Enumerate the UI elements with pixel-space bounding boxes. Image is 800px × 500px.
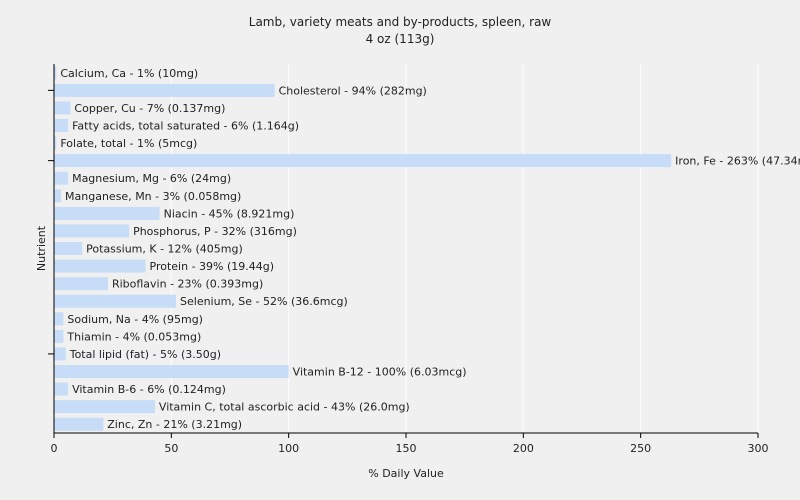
bar (54, 347, 66, 361)
bar-label: Magnesium, Mg - 6% (24mg) (72, 172, 231, 185)
bar (54, 417, 104, 431)
x-tick-label: 50 (164, 442, 178, 455)
bar (54, 83, 275, 97)
x-tick-label: 0 (51, 442, 58, 455)
x-tick-label: 200 (513, 442, 534, 455)
chart-title: Lamb, variety meats and by-products, spl… (248, 15, 552, 29)
bar (54, 242, 83, 255)
bar (54, 224, 130, 238)
bar-label: Protein - 39% (19.44g) (150, 260, 275, 273)
x-tick-label: 300 (748, 442, 769, 455)
bar-label: Vitamin B-12 - 100% (6.03mcg) (293, 366, 467, 379)
bar (54, 119, 69, 132)
bar (54, 277, 108, 291)
bar (54, 329, 64, 343)
chart-subtitle: 4 oz (113g) (365, 32, 435, 46)
x-axis-label: % Daily Value (368, 467, 444, 480)
bar (54, 294, 177, 308)
bar (54, 382, 69, 396)
bar-label: Zinc, Zn - 21% (3.21mg) (107, 418, 242, 431)
bar-label: Vitamin C, total ascorbic acid - 43% (26… (159, 401, 410, 414)
bar-label: Copper, Cu - 7% (0.137mg) (74, 102, 225, 115)
bar-label: Iron, Fe - 263% (47.34mg) (675, 155, 800, 168)
bar-label: Cholesterol - 94% (282mg) (279, 84, 427, 97)
bar-label: Potassium, K - 12% (405mg) (86, 243, 243, 256)
x-tick-label: 150 (396, 442, 417, 455)
bar-label: Total lipid (fat) - 5% (3.50g) (69, 348, 221, 361)
x-tick-label: 100 (278, 442, 299, 455)
bar-label: Thiamin - 4% (0.053mg) (66, 330, 201, 343)
x-tick-label: 250 (630, 442, 651, 455)
bar-label: Calcium, Ca - 1% (10mg) (60, 67, 198, 80)
bar (54, 400, 155, 414)
bar-label: Sodium, Na - 4% (95mg) (67, 313, 203, 326)
bar (54, 66, 57, 80)
bar-label: Fatty acids, total saturated - 6% (1.164… (72, 120, 299, 133)
bar (54, 154, 672, 168)
bar (54, 189, 62, 203)
y-axis-label: Nutrient (35, 225, 48, 271)
bar (54, 101, 71, 115)
bar (54, 312, 64, 326)
bar (54, 136, 57, 150)
bar (54, 259, 146, 273)
bar (54, 171, 69, 185)
bar-label: Phosphorus, P - 32% (316mg) (133, 225, 297, 238)
bar-label: Niacin - 45% (8.921mg) (164, 207, 295, 220)
bar-label: Riboflavin - 23% (0.393mg) (112, 278, 263, 291)
bar-label: Vitamin B-6 - 6% (0.124mg) (72, 383, 226, 396)
bar-label: Folate, total - 1% (5mcg) (60, 137, 197, 150)
bar-label: Manganese, Mn - 3% (0.058mg) (65, 190, 241, 203)
bar-label: Selenium, Se - 52% (36.6mcg) (180, 295, 348, 308)
bar (54, 206, 160, 220)
bar (54, 365, 289, 378)
